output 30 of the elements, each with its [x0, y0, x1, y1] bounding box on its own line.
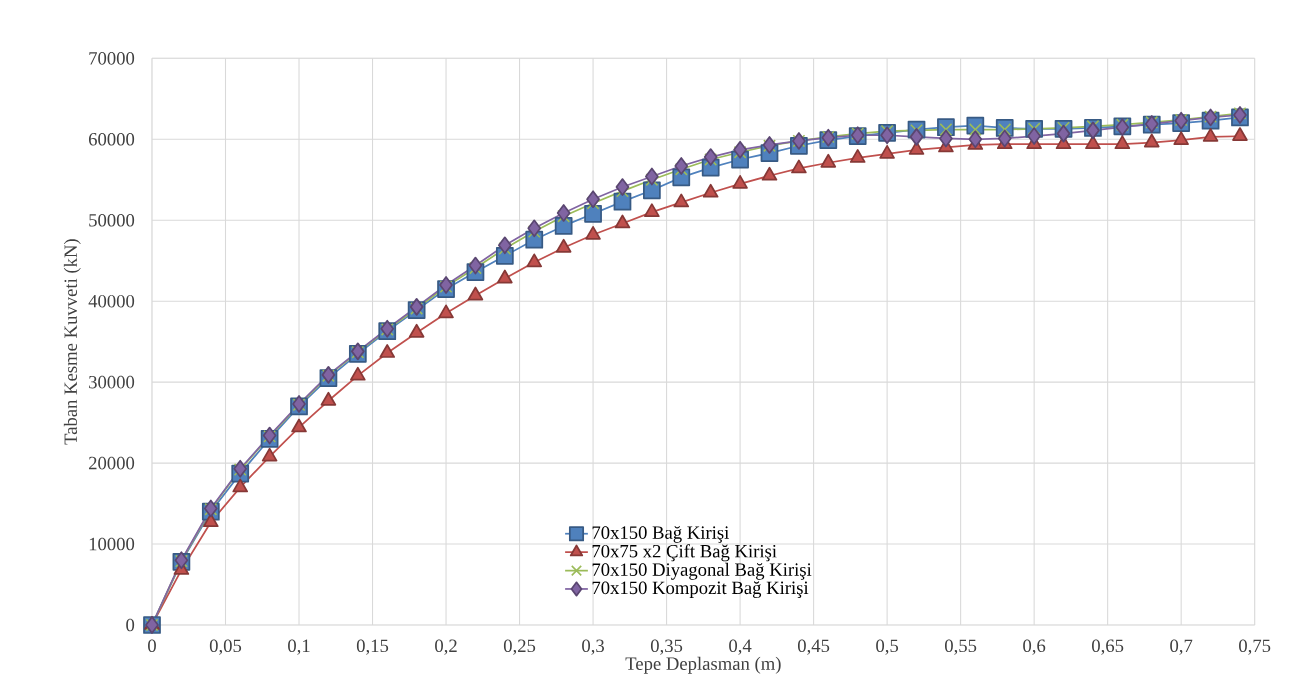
y-tick-label: 40000 — [88, 294, 135, 308]
x-tick-label: 0,5 — [876, 639, 899, 655]
y-tick-label: 0 — [126, 618, 135, 632]
x-tick-label: 0,05 — [209, 639, 242, 655]
y-tick-label: 60000 — [88, 132, 135, 146]
y-tick-label: 30000 — [89, 375, 135, 389]
x-tick-label: 0,45 — [797, 639, 830, 655]
y-tick-label: 70000 — [89, 52, 135, 65]
legend-label: 70x75 x2 Çift Bağ Kirişi — [592, 544, 777, 562]
x-tick-label: 0,55 — [945, 639, 977, 655]
x-tick-label: 0,3 — [582, 639, 605, 655]
x-tick-label: 0,4 — [729, 639, 752, 655]
x-tick-label: 0,25 — [503, 639, 536, 655]
x-tick-label: 0,75 — [1239, 639, 1271, 655]
legend-label: 70x150 Diyagonal Bağ Kirişi — [592, 562, 812, 580]
legend-label: 70x150 Kompozit Bağ Kirişi — [592, 581, 809, 598]
x-tick-label: 0,7 — [1170, 639, 1193, 655]
x-tick-label: 0 — [148, 639, 156, 653]
x-tick-label: 0,6 — [1023, 639, 1046, 655]
y-tick-label: 10000 — [89, 537, 135, 551]
x-tick-label: 0,65 — [1092, 639, 1124, 655]
y-tick-label: 50000 — [89, 213, 135, 227]
x-tick-label: 0,1 — [288, 639, 310, 655]
x-tick-label: 0,15 — [356, 639, 389, 655]
x-tick-label: 0,2 — [435, 639, 457, 655]
legend-label: 70x150 Bağ Kirişi — [592, 525, 729, 543]
x-axis-title: Tepe Deplasman (m) — [625, 656, 781, 674]
y-tick-label: 20000 — [88, 456, 135, 470]
x-tick-label: 0,35 — [650, 639, 683, 655]
y-axis-title: Taban Kesme Kuvveti (kN) — [63, 239, 81, 445]
